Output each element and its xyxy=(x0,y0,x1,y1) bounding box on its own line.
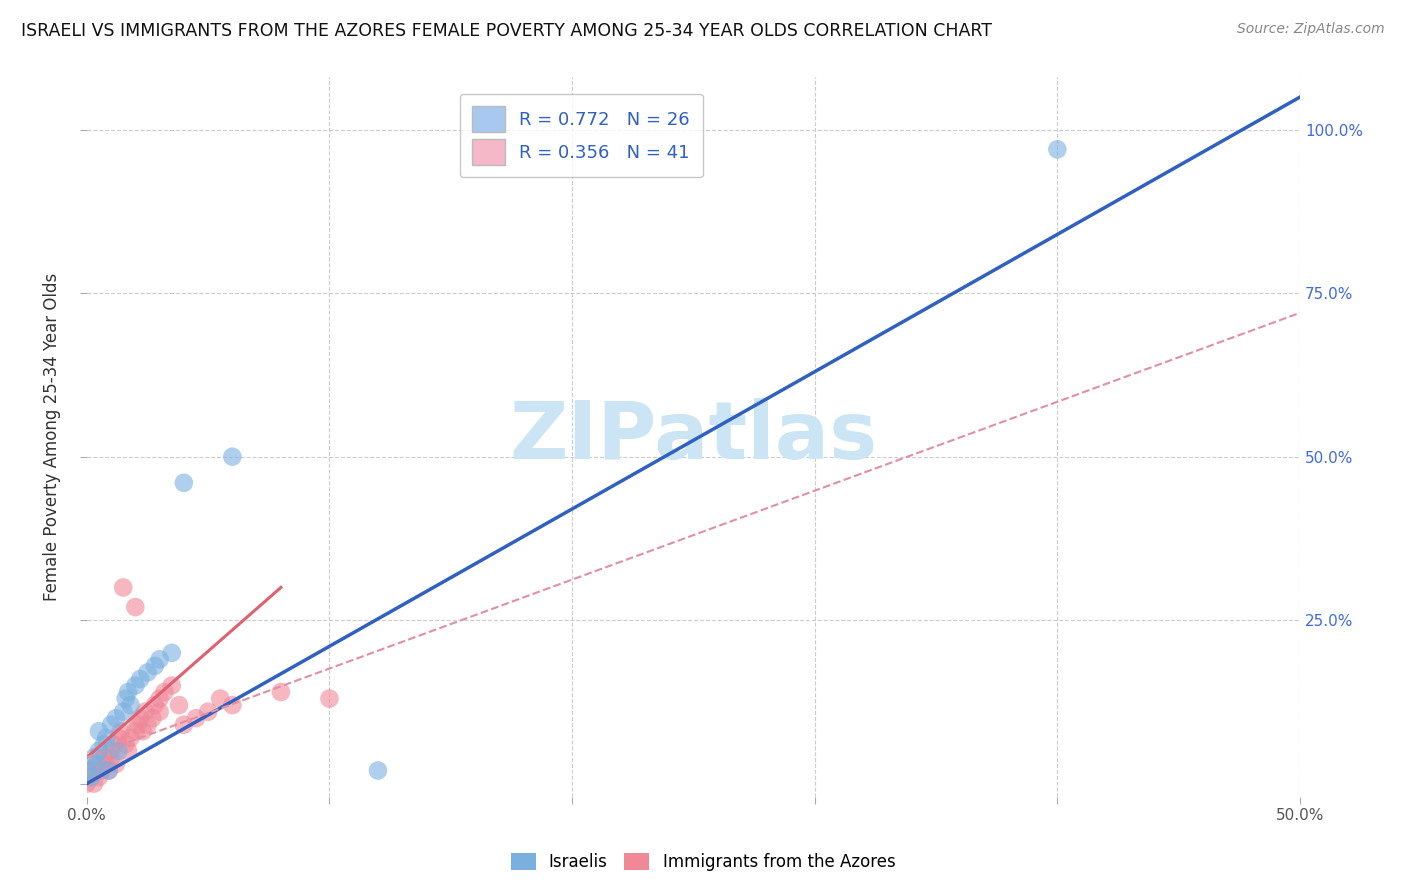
Point xyxy=(83,750,105,764)
Point xyxy=(114,737,136,751)
Point xyxy=(124,600,146,615)
Point xyxy=(97,764,120,778)
Point xyxy=(136,718,159,732)
Point xyxy=(127,718,149,732)
Point xyxy=(173,718,195,732)
Point xyxy=(184,711,207,725)
Point xyxy=(104,756,127,771)
Point xyxy=(124,724,146,739)
Point xyxy=(149,652,172,666)
Point xyxy=(114,691,136,706)
Point xyxy=(136,665,159,680)
Point xyxy=(76,776,98,790)
Point xyxy=(100,744,122,758)
Point xyxy=(1046,142,1069,156)
Text: ZIPatlas: ZIPatlas xyxy=(509,398,877,476)
Point xyxy=(221,450,243,464)
Point xyxy=(77,770,100,784)
Point xyxy=(87,744,110,758)
Point xyxy=(80,770,103,784)
Point xyxy=(173,475,195,490)
Point xyxy=(90,764,112,778)
Point xyxy=(120,698,142,713)
Point xyxy=(270,685,292,699)
Point xyxy=(129,672,152,686)
Point xyxy=(117,685,139,699)
Point xyxy=(124,679,146,693)
Point xyxy=(197,705,219,719)
Point xyxy=(86,756,108,771)
Point xyxy=(93,750,115,764)
Point xyxy=(209,691,232,706)
Y-axis label: Female Poverty Among 25-34 Year Olds: Female Poverty Among 25-34 Year Olds xyxy=(44,273,60,601)
Point xyxy=(134,705,156,719)
Point xyxy=(112,705,135,719)
Point xyxy=(110,724,132,739)
Point xyxy=(104,711,127,725)
Point xyxy=(131,724,153,739)
Point xyxy=(141,711,163,725)
Point xyxy=(96,731,118,745)
Point xyxy=(80,764,103,778)
Text: Source: ZipAtlas.com: Source: ZipAtlas.com xyxy=(1237,22,1385,37)
Point xyxy=(160,646,183,660)
Point xyxy=(367,764,389,778)
Point xyxy=(96,756,118,771)
Point xyxy=(160,679,183,693)
Point xyxy=(318,691,340,706)
Point xyxy=(120,731,142,745)
Point xyxy=(103,737,125,751)
Point xyxy=(100,750,122,764)
Point xyxy=(86,756,108,771)
Point xyxy=(221,698,243,713)
Point xyxy=(100,718,122,732)
Point xyxy=(97,764,120,778)
Legend: R = 0.772   N = 26, R = 0.356   N = 41: R = 0.772 N = 26, R = 0.356 N = 41 xyxy=(460,94,703,178)
Point xyxy=(107,744,129,758)
Point xyxy=(107,731,129,745)
Point xyxy=(76,764,98,778)
Point xyxy=(149,705,172,719)
Point xyxy=(153,685,176,699)
Point xyxy=(83,776,105,790)
Point xyxy=(93,737,115,751)
Point xyxy=(87,724,110,739)
Point xyxy=(143,659,166,673)
Point xyxy=(117,744,139,758)
Text: ISRAELI VS IMMIGRANTS FROM THE AZORES FEMALE POVERTY AMONG 25-34 YEAR OLDS CORRE: ISRAELI VS IMMIGRANTS FROM THE AZORES FE… xyxy=(21,22,993,40)
Point xyxy=(129,711,152,725)
Point xyxy=(149,691,172,706)
Point xyxy=(112,581,135,595)
Legend: Israelis, Immigrants from the Azores: Israelis, Immigrants from the Azores xyxy=(502,845,904,880)
Point xyxy=(143,698,166,713)
Point xyxy=(87,770,110,784)
Point xyxy=(167,698,190,713)
